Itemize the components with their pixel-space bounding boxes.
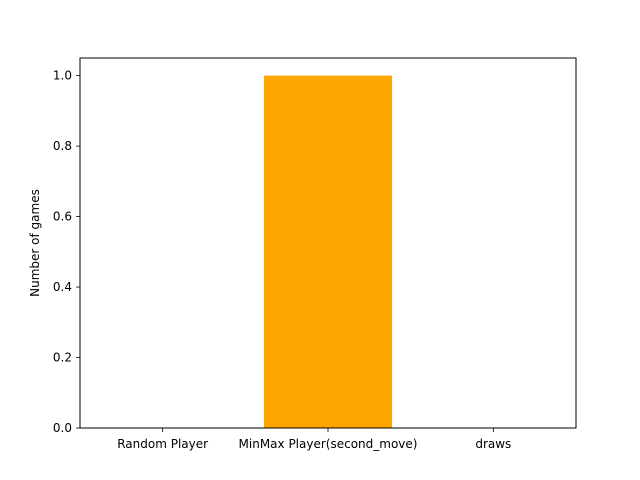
y-ticks-group: 0.0 0.2 0.4 0.6 0.8 1.0 (53, 69, 80, 435)
x-tick-label: draws (475, 437, 511, 451)
y-tick-label: 0.6 (53, 210, 72, 224)
y-axis-label: Number of games (28, 189, 42, 297)
y-tick-label: 0.2 (53, 351, 72, 365)
x-ticks-group: Random Player MinMax Player(second_move) d… (117, 428, 511, 451)
y-tick-label: 1.0 (53, 69, 72, 83)
y-tick-label: 0.4 (53, 280, 72, 294)
x-tick-label: Random Player (117, 437, 208, 451)
bar-1 (263, 75, 393, 428)
x-tick-label: MinMax Player(second_move) (239, 437, 418, 451)
y-tick-label: 0.0 (53, 421, 72, 435)
y-tick-label: 0.8 (53, 139, 72, 153)
bars-group (263, 75, 393, 428)
